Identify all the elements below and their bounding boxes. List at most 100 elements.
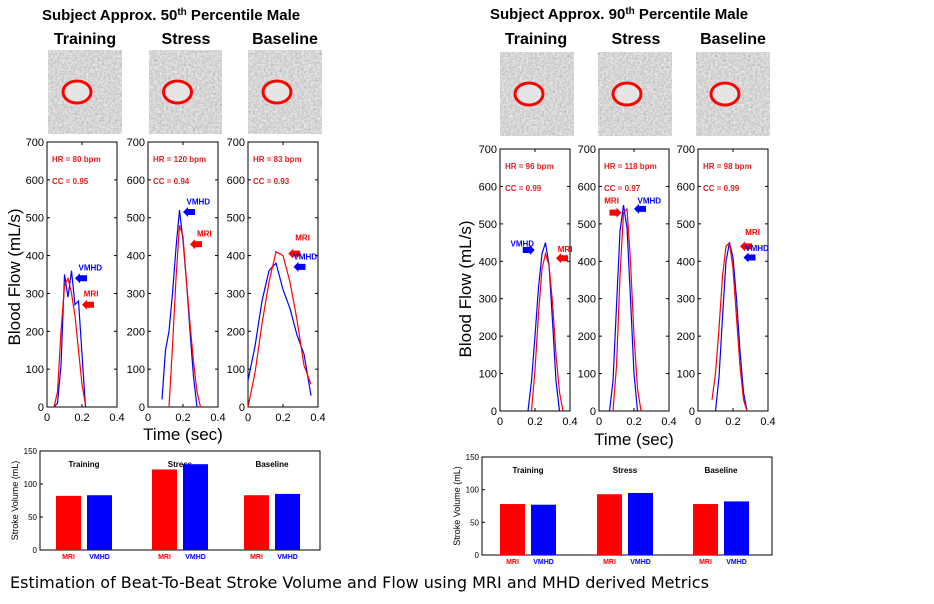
y-tick-label: 500 <box>127 213 145 225</box>
title-superscript: th <box>177 7 186 18</box>
flow-panel-stress: 0 100 200 300 400 500 600 700 0 0.2 0.4 HR = 118 bp… <box>578 144 677 428</box>
bar-vmhd <box>628 492 653 555</box>
legend-arrow-mri <box>556 253 568 264</box>
roi-circle <box>61 79 93 105</box>
y-tick-label: 100 <box>227 364 245 376</box>
bar-mri <box>152 469 177 550</box>
legend-label-vmhd: VMHD <box>294 252 318 261</box>
y-tick-label: 200 <box>227 326 245 338</box>
series-line-vmhd <box>608 205 639 412</box>
flow-panel-training: 0 100 200 300 400 500 600 700 0 0.2 0.4 HR = 96 bpm… <box>479 144 578 428</box>
y-tick-label: 150 <box>466 453 480 462</box>
y-tick-label: 0 <box>239 402 245 414</box>
y-tick-label: 600 <box>479 181 497 193</box>
y-tick-label: 600 <box>227 175 245 187</box>
x-tick-label: 0 <box>497 416 503 428</box>
y-tick-label: 500 <box>578 219 596 231</box>
bar-panels: 0 50 100 150 Stroke Volume (mL) Training MRI VM… <box>10 447 773 566</box>
series-line-mri <box>530 251 564 412</box>
y-tick-label: 500 <box>26 213 44 225</box>
y-tick-label: 600 <box>677 181 695 193</box>
annotation-label: CC = 0.94 <box>153 177 190 186</box>
y-tick-label: 0 <box>590 406 596 418</box>
group-title-90th: Subject Approx. 90th Percentile Male <box>490 6 748 23</box>
y-tick-label: 50 <box>470 518 479 527</box>
flow-ylabel-90th: Blood Flow (mL/s) <box>456 221 475 358</box>
x-tick-label: 0.2 <box>175 412 190 424</box>
group-title-50th: Subject Approx. 50th Percentile Male <box>42 7 300 24</box>
flow-panel-baseline: 0 100 200 300 400 500 600 700 0 0.2 0.4 HR = 83 bpm… <box>227 137 326 424</box>
flow-panel-stress: 0 100 200 300 400 500 600 700 0 0.2 0.4 HR = 120 bp… <box>127 137 226 424</box>
plot-frame <box>481 456 773 556</box>
column-headers-50th: Training Stress Baseline <box>54 31 318 48</box>
column-header-baseline: Baseline <box>700 31 766 48</box>
legend-arrow-vmhd <box>183 207 195 218</box>
bar-mri <box>56 495 81 550</box>
bar-mri <box>244 495 269 550</box>
legend-arrow-mri <box>740 241 752 252</box>
x-tick-label: 0.4 <box>562 416 577 428</box>
mri-thumbnail <box>149 50 222 134</box>
y-tick-label: 0 <box>475 551 480 560</box>
plot-frame <box>247 141 319 408</box>
x-tick-label: 0 <box>145 412 151 424</box>
series-line-mri <box>247 250 312 408</box>
series-line-vmhd <box>527 242 561 412</box>
y-tick-label: 500 <box>227 213 245 225</box>
bar-series-label: MRI <box>62 554 75 561</box>
roi-circle <box>611 81 643 107</box>
y-tick-label: 100 <box>578 369 596 381</box>
legend-label-vmhd: VMHD <box>745 244 769 253</box>
y-tick-label: 300 <box>578 294 596 306</box>
y-tick-label: 0 <box>33 546 38 555</box>
series-line-mri <box>711 241 748 412</box>
y-tick-label: 150 <box>24 447 38 456</box>
bar-series-label: VMHD <box>185 554 206 561</box>
y-tick-label: 500 <box>677 219 695 231</box>
bar-series-label: VMHD <box>277 554 298 561</box>
bar-series-label: VMHD <box>630 559 651 566</box>
mri-thumbnails <box>48 50 770 136</box>
annotation-label: HR = 118 bpm <box>604 162 657 171</box>
roi-circle <box>162 79 193 105</box>
mri-thumbnail <box>696 52 770 136</box>
vessel-region <box>611 81 643 107</box>
category-label: Baseline <box>256 460 289 469</box>
y-tick-label: 100 <box>466 486 480 495</box>
column-headers-90th: Training Stress Baseline <box>505 31 766 48</box>
roi-circle <box>709 81 741 107</box>
y-tick-label: 700 <box>479 144 497 156</box>
y-tick-label: 200 <box>26 326 44 338</box>
bar-series-label: VMHD <box>533 559 554 566</box>
y-tick-label: 200 <box>677 331 695 343</box>
stroke-volume-chart: 0 50 100 150 Stroke Volume (mL) Training MRI VM… <box>10 447 321 561</box>
y-tick-label: 400 <box>677 256 695 268</box>
flow-panel-baseline: 0 100 200 300 400 500 600 700 0 0.2 0.4 HR = 98 bpm… <box>677 144 776 428</box>
bar-mri <box>693 504 718 555</box>
legend-label-mri: MRI <box>197 230 212 239</box>
bar-vmhd <box>275 493 300 550</box>
annotation-label: CC = 0.97 <box>604 184 641 193</box>
mri-thumbnail <box>48 50 122 134</box>
plot-frame <box>147 141 219 408</box>
bar-mri <box>597 494 622 555</box>
legend-arrow-mri <box>288 248 301 259</box>
annotation-label: HR = 98 bpm <box>703 162 752 171</box>
mri-thumbnail <box>598 52 672 136</box>
legend-label-vmhd: VMHD <box>79 264 103 273</box>
x-tick-label: 0.4 <box>310 412 325 424</box>
y-tick-label: 300 <box>127 288 145 300</box>
annotation-label: HR = 80 bpm <box>52 155 101 164</box>
x-tick-label: 0 <box>596 416 602 428</box>
legend-arrow-vmhd <box>75 273 87 284</box>
bar-ylabel: Stroke Volume (mL) <box>10 461 20 541</box>
y-tick-label: 0 <box>689 406 695 418</box>
annotation-label: HR = 120 bpm <box>153 155 206 164</box>
x-tick-label: 0.2 <box>527 416 542 428</box>
column-header-training: Training <box>505 31 567 48</box>
x-tick-label: 0.2 <box>725 416 740 428</box>
series-line-vmhd <box>714 242 748 412</box>
bar-ylabel: Stroke Volume (mL) <box>452 466 462 546</box>
roi-circle <box>261 79 293 105</box>
x-tick-label: 0 <box>44 412 50 424</box>
